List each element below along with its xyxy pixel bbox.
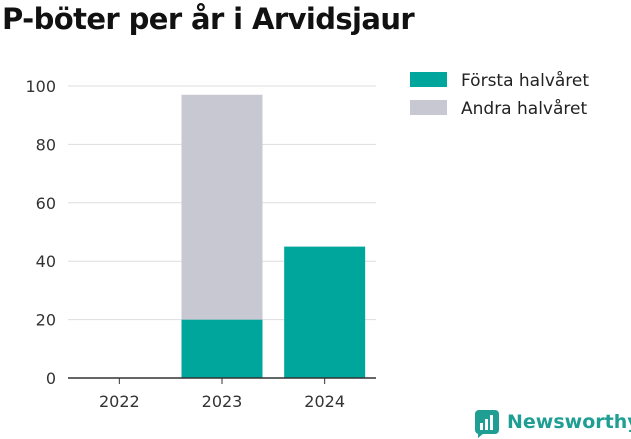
bar-2023-series-1 <box>181 319 263 378</box>
y-tick-label: 20 <box>36 311 56 330</box>
chart-title: P-böter per år i Arvidsjaur <box>2 2 415 36</box>
y-tick-label: 40 <box>36 252 56 271</box>
x-tick-label: 2023 <box>202 392 243 411</box>
axes: 0 20 40 60 80 100 2022 2023 2024 <box>25 77 376 411</box>
bar-2023-series-2 <box>181 94 263 320</box>
logo-icon-bar-2 <box>485 419 488 430</box>
logo-icon-bar-3 <box>490 415 493 430</box>
y-tick-label: 100 <box>25 77 56 96</box>
y-tick-label: 60 <box>36 194 56 213</box>
x-tick-label: 2022 <box>99 392 140 411</box>
logo-icon-tail <box>478 433 484 438</box>
y-tick-label: 0 <box>46 369 56 388</box>
newsworthy-logo: Newsworthy <box>475 410 631 438</box>
legend-swatch <box>410 72 447 87</box>
logo-text: Newsworthy <box>507 411 631 433</box>
legend-label: Första halvåret <box>461 70 589 91</box>
bar-2024-series-1 <box>284 246 366 378</box>
bars <box>181 94 366 378</box>
legend: Första halvåret Andra halvåret <box>410 70 589 119</box>
x-tick-label: 2024 <box>304 392 345 411</box>
legend-swatch <box>410 100 447 115</box>
y-tick-label: 80 <box>36 135 56 154</box>
logo-icon-bar-1 <box>480 423 483 430</box>
legend-label: Andra halvåret <box>461 98 587 119</box>
